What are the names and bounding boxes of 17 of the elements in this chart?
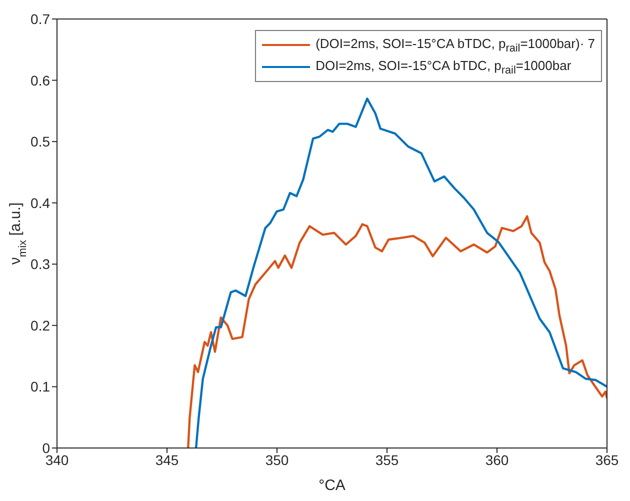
y-tick-label: 0.5	[30, 134, 50, 150]
line-series	[194, 98, 607, 448]
y-tick-label: 0.1	[30, 378, 50, 395]
y-tick-label: 0.3	[30, 256, 50, 272]
x-tick-label: 365	[595, 452, 619, 468]
y-tick-label: 0.2	[30, 317, 50, 334]
x-tick-label: 345	[155, 452, 179, 468]
legend-label: DOI=2ms, SOI=-15°CA bTDC, p$_{rail}$=1000bar	[316, 58, 572, 76]
x-tick-label: 350	[265, 452, 289, 468]
x-axis-title: °CA	[318, 477, 346, 494]
x-tick-label: 360	[485, 452, 509, 468]
legend-label: (DOI=2ms, SOI=-15°CA bTDC, p$_{rail}$=1000bar)· 7	[316, 36, 595, 54]
line-series	[187, 215, 607, 448]
x-tick-label: 355	[375, 452, 399, 468]
y-tick-label: 0.4	[30, 194, 50, 211]
y-tick-label: 0.6	[30, 72, 50, 88]
y-tick-label: 0.7	[30, 10, 50, 27]
